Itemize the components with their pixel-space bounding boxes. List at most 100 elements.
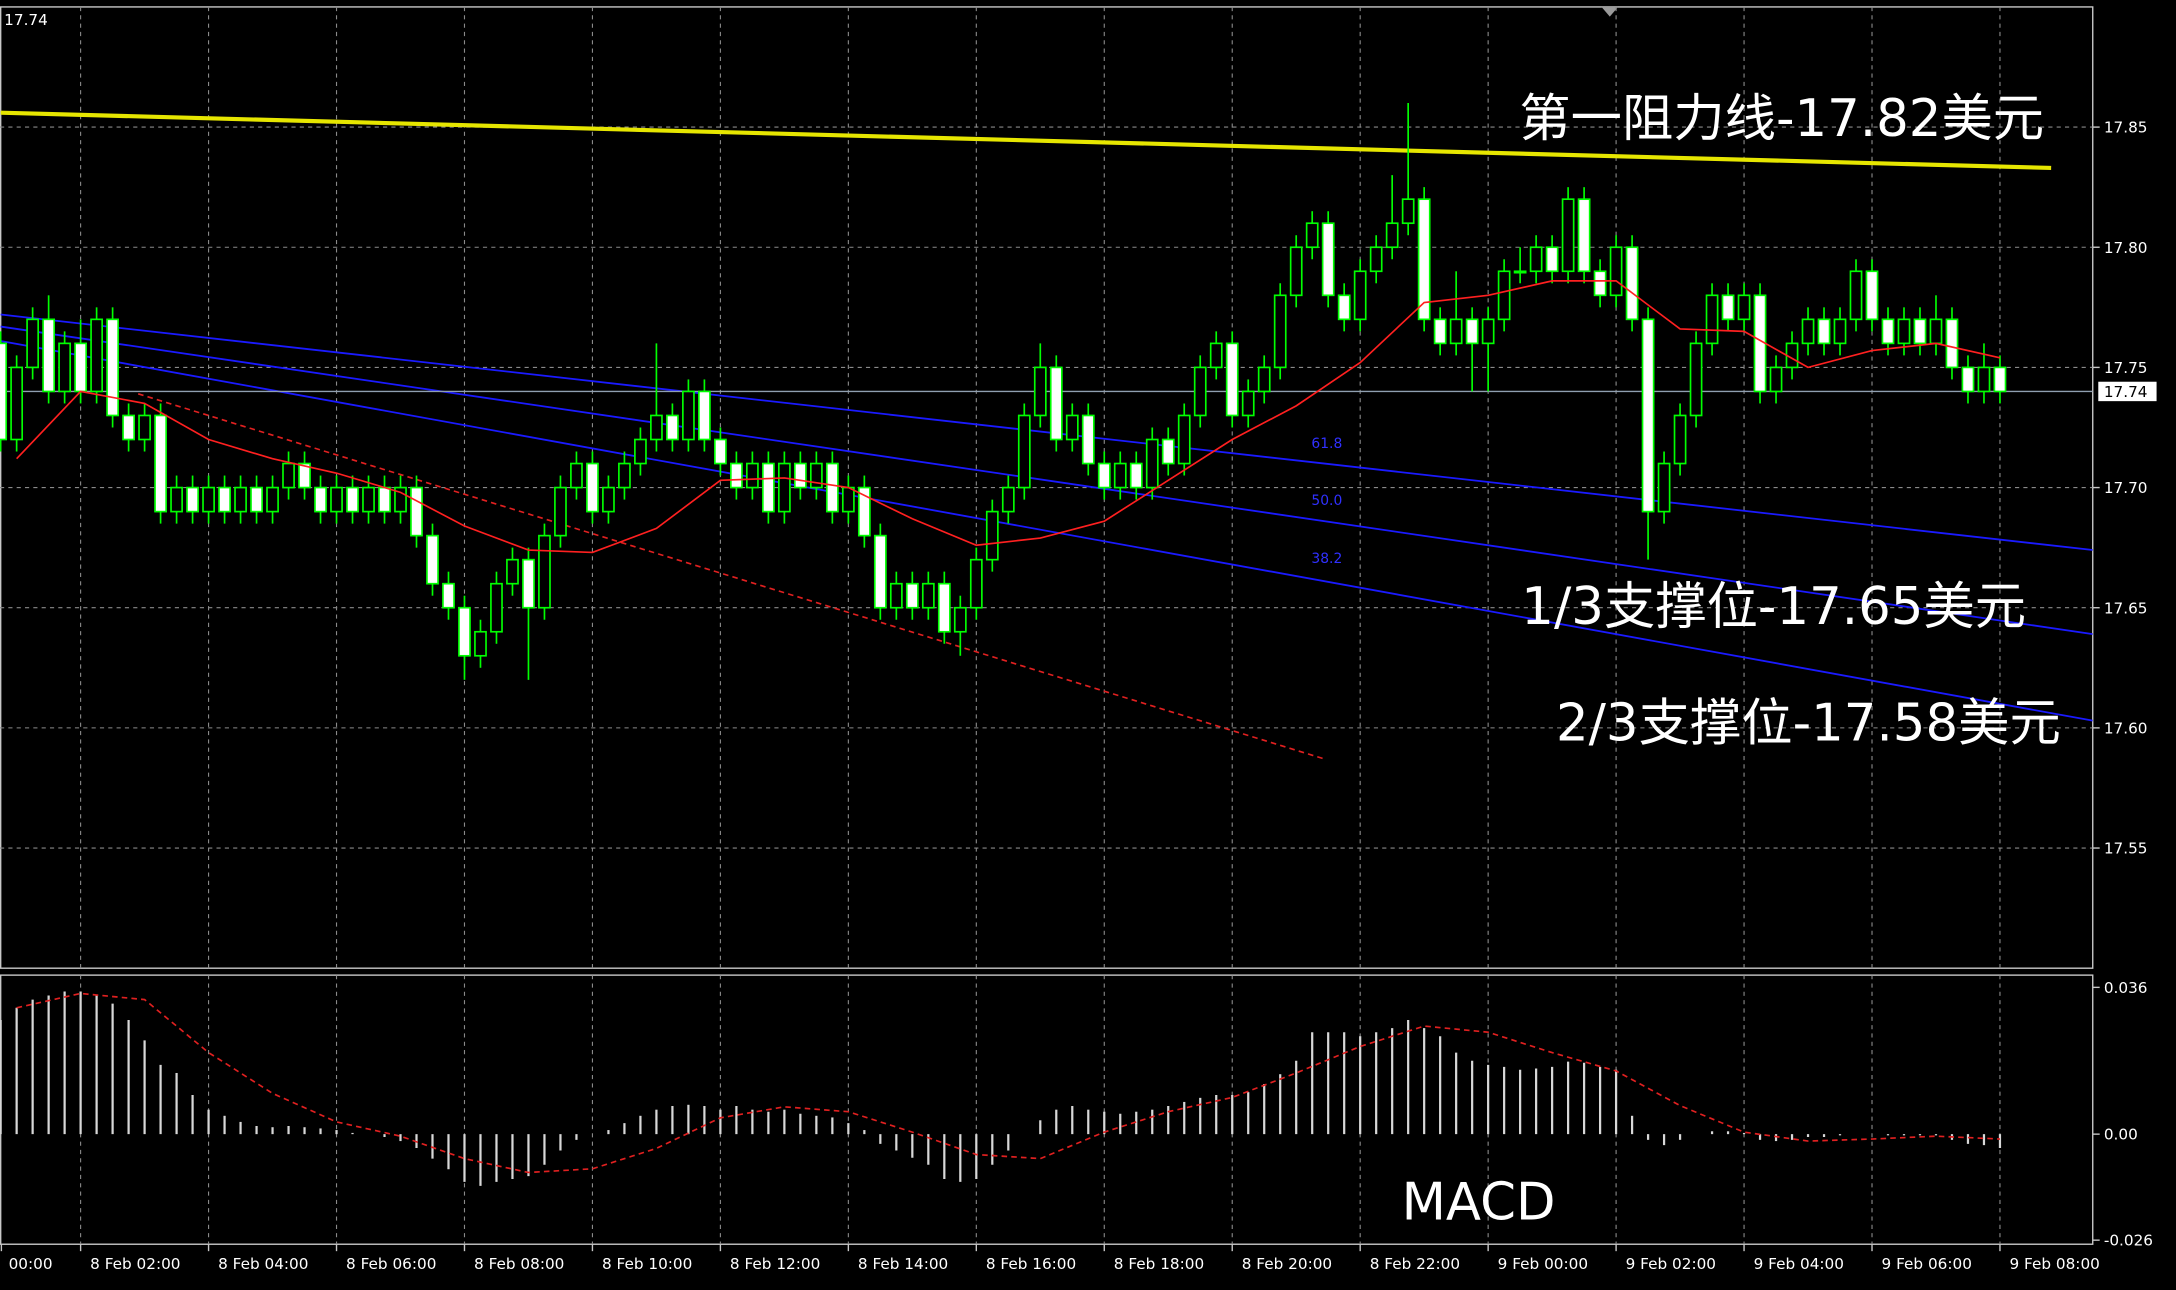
fib-label: 38.2	[1311, 551, 1342, 567]
candle-body	[106, 318, 119, 417]
candle-body	[714, 438, 727, 465]
candle-body	[1113, 462, 1127, 489]
x-tick-label: 8 Feb 04:00	[218, 1255, 308, 1273]
candle-body	[1209, 342, 1223, 369]
candle-body	[1001, 486, 1015, 513]
annotation: 2/3支撑位-17.58美元	[1556, 694, 2061, 754]
candle-body	[378, 486, 391, 513]
fib-label: 50.0	[1311, 493, 1342, 509]
candle-body	[122, 414, 135, 441]
candle-body	[841, 486, 855, 513]
candle-body	[1289, 246, 1303, 297]
candle-body	[218, 486, 231, 513]
macd-plot	[0, 975, 2002, 1245]
channel-line	[0, 313, 2093, 551]
candle-body	[1817, 318, 1831, 345]
candle-body	[1721, 294, 1735, 321]
candle-body	[426, 534, 439, 585]
candle-body	[186, 486, 199, 513]
candle-body	[1513, 270, 1527, 274]
candle-body	[1129, 462, 1143, 489]
macd-label: MACD	[1402, 1172, 1556, 1232]
x-tick-label: 8 Feb 22:00	[1370, 1255, 1460, 1273]
candle-body	[1225, 342, 1239, 417]
candle-body	[1529, 246, 1543, 273]
candle-body	[985, 510, 999, 561]
x-tick-label: 8 Feb 08:00	[474, 1255, 564, 1273]
price-tag-label: 17.74	[2104, 383, 2148, 401]
candle-body	[1849, 270, 1863, 321]
candle-body	[777, 462, 791, 513]
resistance-line	[0, 110, 2052, 171]
fib-label: 61.8	[1311, 436, 1342, 452]
candle-body	[1929, 318, 1943, 345]
candle-body	[58, 342, 72, 393]
candle-body	[586, 462, 599, 513]
candle-body	[1609, 246, 1623, 297]
candle-body	[0, 342, 8, 441]
y-tick-label: 17.80	[2104, 239, 2148, 257]
candle-body	[330, 486, 343, 513]
candle-body	[26, 318, 40, 369]
candle-body	[346, 486, 359, 513]
candle-body	[921, 582, 935, 609]
candle-body	[266, 486, 279, 513]
x-tick-label: 8 Feb 14:00	[858, 1255, 948, 1273]
candle-body	[666, 414, 679, 441]
candle-body	[1593, 270, 1607, 297]
candle-body	[1033, 366, 1047, 417]
annotation: 第一阻力线-17.82美元	[1519, 89, 2044, 149]
scroll-marker	[1601, 6, 1619, 17]
candle-body	[522, 558, 535, 609]
candle-body	[442, 582, 455, 609]
candle-body	[698, 390, 711, 441]
candle-body	[234, 486, 247, 513]
candle-body	[937, 582, 951, 633]
x-tick-label: 9 Feb 08:00	[2010, 1255, 2100, 1273]
candle-body	[154, 414, 167, 513]
candle-body	[1897, 318, 1911, 345]
candle-body	[1081, 414, 1095, 465]
candle-body	[1993, 366, 2007, 393]
candle-body	[1257, 366, 1271, 393]
candle-body	[1401, 198, 1415, 225]
candle-body	[74, 342, 87, 393]
y-tick-label: 17.55	[2104, 840, 2148, 858]
candle-body	[170, 486, 183, 513]
moving-average	[16, 280, 2001, 554]
candle-body	[746, 462, 759, 489]
x-tick-label: 9 Feb 00:00	[1498, 1255, 1588, 1273]
candle-body	[1337, 294, 1351, 321]
x-tick-label: 8 Feb 06:00	[346, 1255, 436, 1273]
candle-body	[1305, 222, 1319, 249]
candle-body	[1145, 438, 1159, 489]
candle-body	[650, 414, 663, 441]
candle-body	[1417, 198, 1431, 321]
x-tick-label: 8 Feb 12:00	[730, 1255, 820, 1273]
candle-body	[314, 486, 327, 513]
candle-body	[474, 630, 487, 657]
candle-body	[1945, 318, 1959, 369]
candle-body	[1641, 318, 1655, 513]
candle-body	[1161, 438, 1175, 465]
x-tick-label: 8 Feb 02:00	[90, 1255, 180, 1273]
candle-body	[1177, 414, 1191, 465]
candle-body	[138, 414, 151, 441]
y-tick-label: 0.036	[2104, 979, 2148, 997]
x-tick-label: 8 Feb 10:00	[602, 1255, 692, 1273]
candle-body	[1465, 318, 1479, 345]
candle-body	[1737, 294, 1751, 321]
candle-body	[1049, 366, 1063, 441]
candle-body	[857, 486, 871, 537]
candle-body	[202, 486, 215, 513]
candle-body	[761, 462, 775, 513]
candle-body	[42, 318, 56, 393]
candle-body	[506, 558, 519, 585]
candle-body	[1801, 318, 1815, 345]
candle-body	[953, 606, 967, 633]
candle-body	[682, 390, 695, 441]
candle-body	[1625, 246, 1639, 321]
candle-body	[1689, 342, 1703, 417]
